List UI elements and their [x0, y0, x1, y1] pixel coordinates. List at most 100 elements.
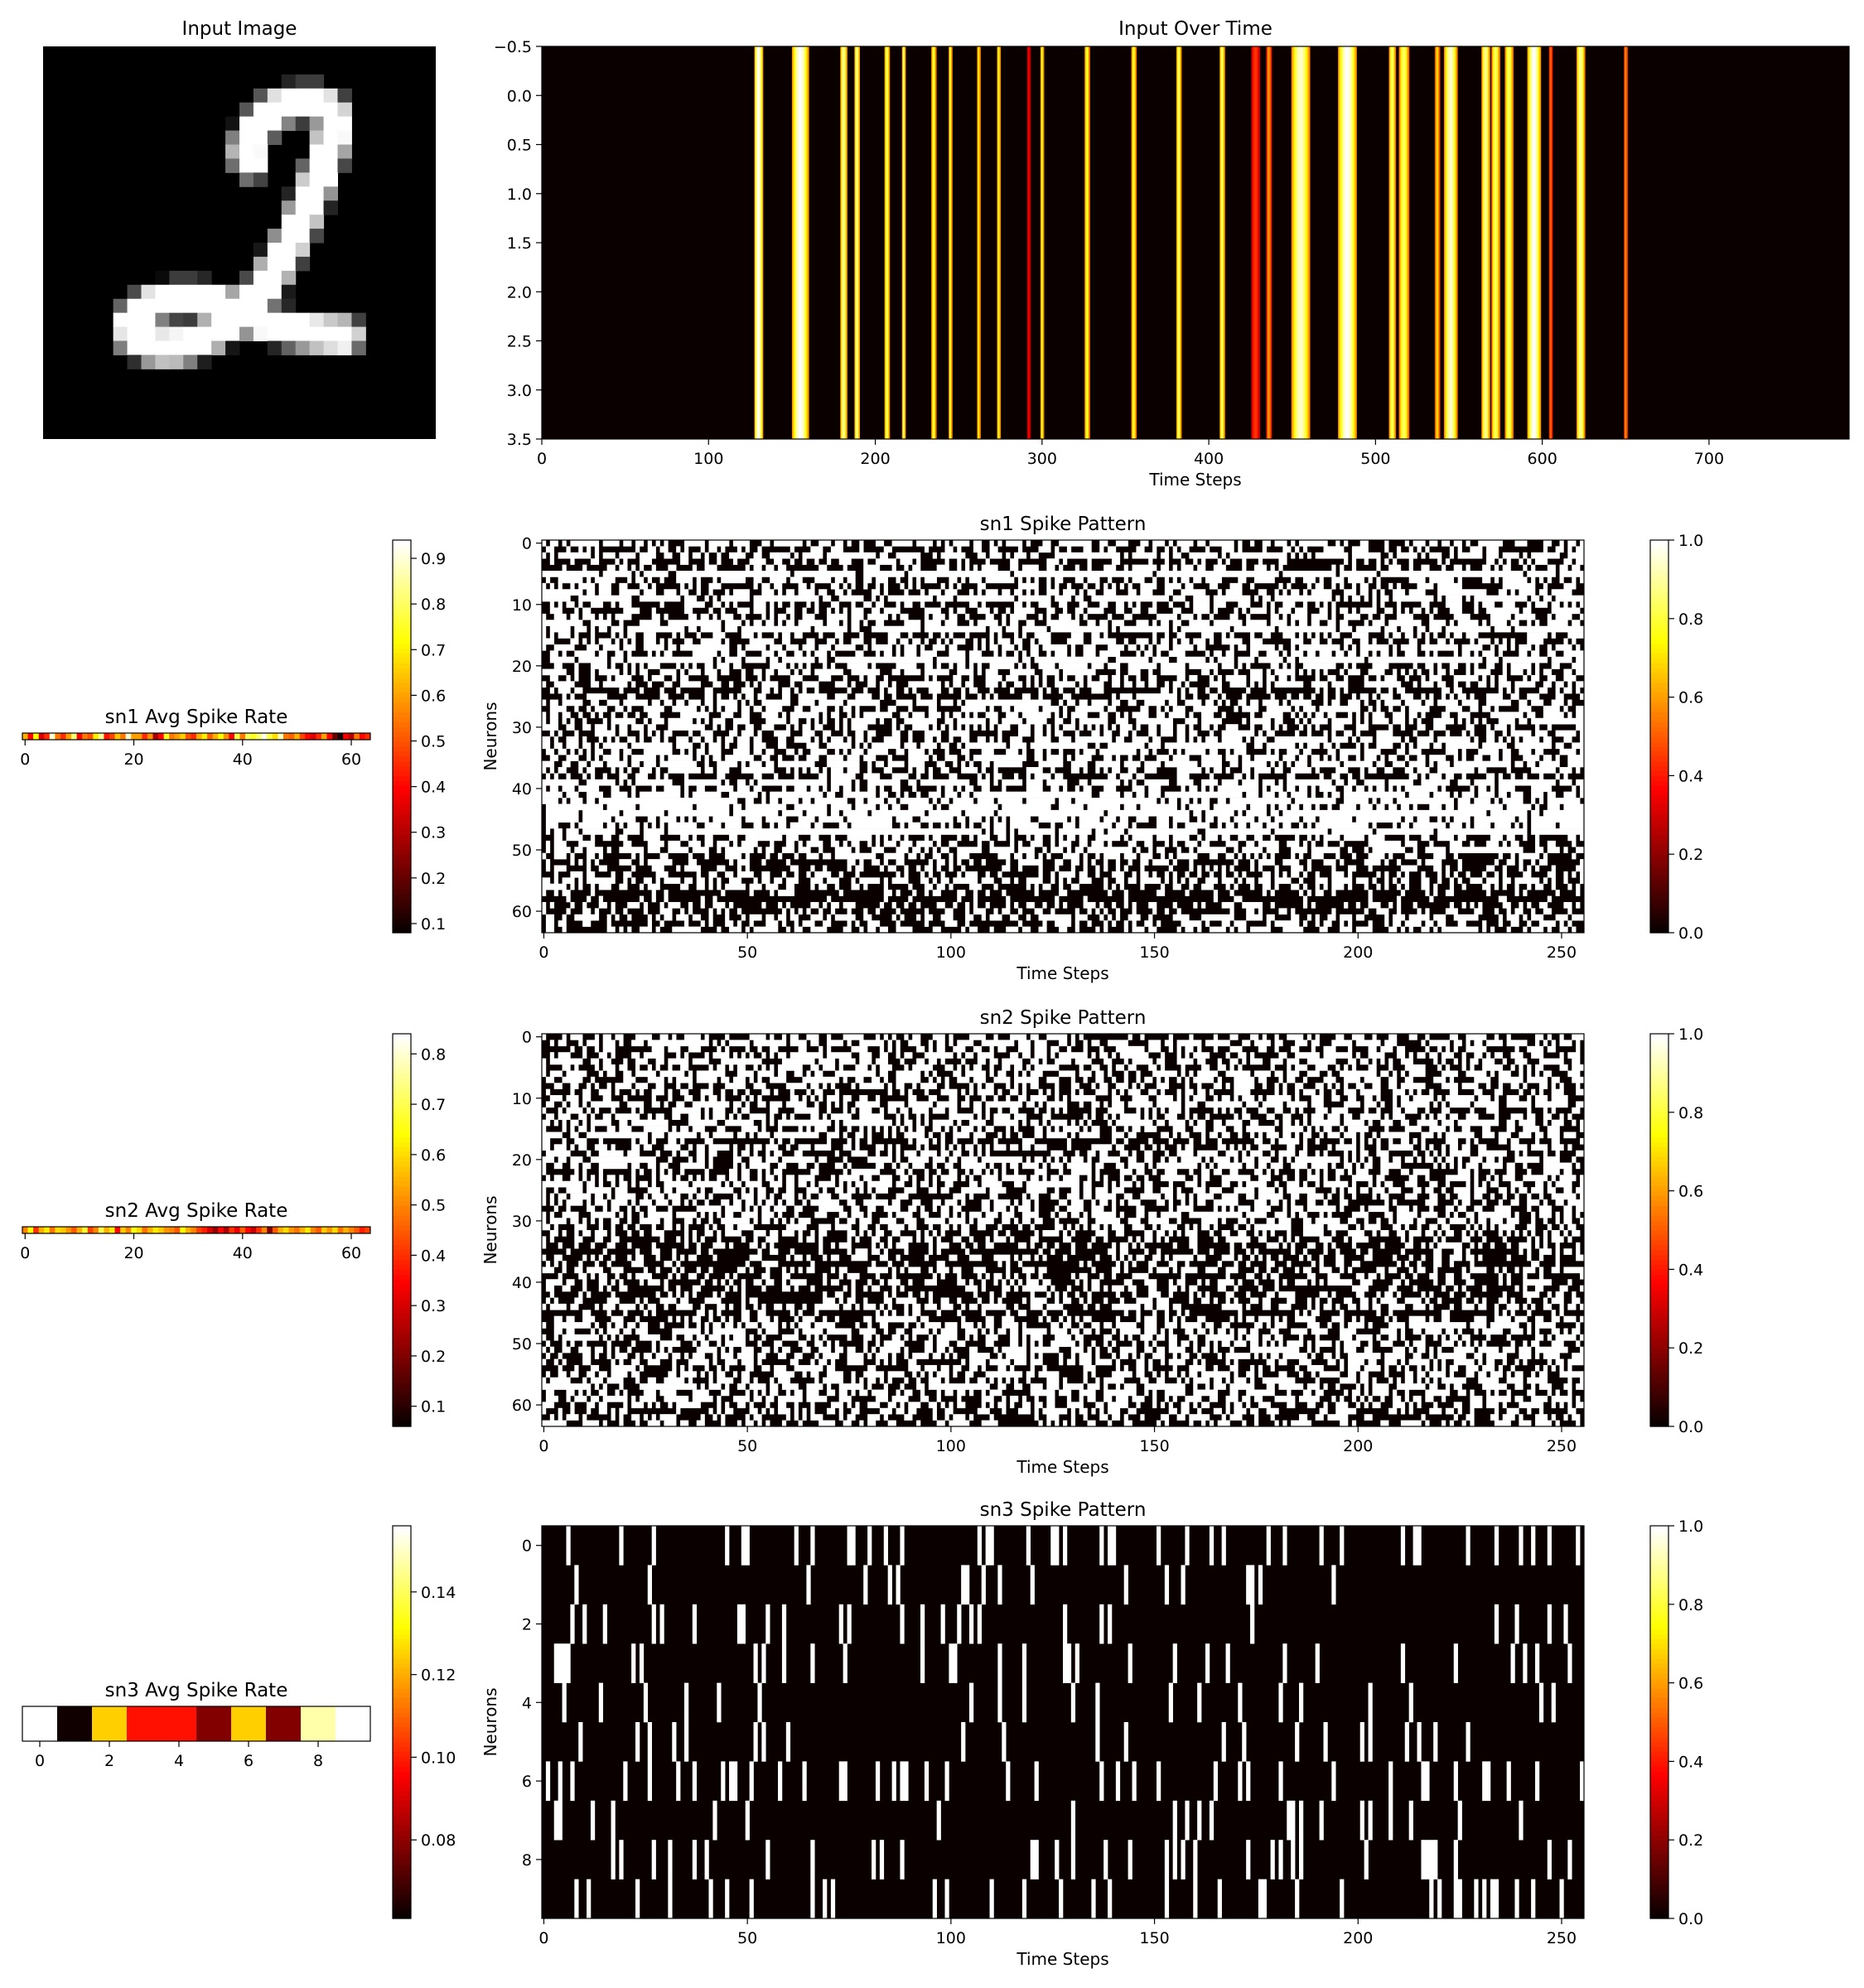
input-column-bar	[1512, 46, 1514, 439]
sn1-spikes-spike	[1152, 546, 1157, 553]
sn2-spikes-spike	[696, 1070, 726, 1078]
sn1-spikes-spike	[1543, 595, 1552, 602]
sn1-spikes-spike	[823, 712, 828, 719]
sn2-spikes-spike	[1103, 1058, 1113, 1065]
sn2-spikes-spike	[1115, 1045, 1145, 1053]
sn1-spikes-spike	[872, 663, 876, 669]
sn1-spikes-spike	[643, 877, 652, 885]
sn1-spikes-spike	[1344, 644, 1349, 651]
sn1-spikes-spike	[1291, 712, 1296, 719]
sn1-spikes-spike	[1046, 607, 1055, 615]
sn1-spikes-spike	[1152, 736, 1161, 743]
sn1-spikes-spike	[806, 840, 823, 847]
sn1-spikes-spike	[1514, 625, 1585, 633]
sn1-spikes-spike	[1234, 816, 1255, 823]
sn1-avg-cell	[239, 733, 246, 740]
sn1-spikes-spike	[1576, 724, 1585, 731]
sn1-spikes-spike	[1466, 540, 1470, 547]
sn1-spikes-spike	[1502, 638, 1507, 645]
sn1-spikes-colorbar-band	[1650, 913, 1668, 919]
sn1-spikes-spike	[1087, 558, 1092, 565]
sn1-spikes-spike	[1136, 791, 1145, 799]
sn1-spikes-spike	[1437, 760, 1451, 768]
sn1-spikes-spike	[1176, 773, 1190, 780]
sn1-spikes-spike	[1331, 883, 1345, 890]
sn1-spikes-spike	[578, 822, 604, 829]
sn1-spikes-spike	[549, 607, 563, 615]
sn1-spikes-spike	[1266, 920, 1271, 927]
sn2-spikes-spike	[717, 1064, 726, 1071]
sn1-spikes-spike	[606, 803, 636, 811]
sn1-spikes-colorbar-band	[1650, 800, 1668, 806]
sn1-spikes-spike	[1453, 687, 1462, 694]
sn1-spikes-spike	[1347, 847, 1353, 854]
sn1-spikes-colorbar-label: 0.0	[1678, 924, 1703, 943]
sn1-spikes-spike	[879, 901, 885, 909]
sn1-spikes-spike	[1160, 798, 1166, 804]
sn1-spikes-spike	[957, 847, 983, 854]
input-column-bar	[1298, 46, 1301, 439]
sn1-spikes-spike	[619, 779, 624, 786]
sn1-spikes-spike	[1567, 755, 1585, 761]
sn1-spikes-spike	[1123, 681, 1132, 688]
sn1-spikes-spike	[1063, 901, 1068, 909]
sn1-spikes-spike	[578, 767, 583, 774]
sn1-spikes-spike	[944, 546, 954, 553]
sn1-spikes-spike	[1494, 871, 1499, 878]
sn1-spikes-spike	[725, 742, 730, 750]
input-column-bar	[1176, 46, 1179, 439]
sn1-spikes-spike	[985, 816, 990, 823]
sn1-spikes-spike	[859, 540, 864, 547]
input-image-pixel	[309, 312, 325, 328]
sn1-avg-colorbar-band	[393, 623, 411, 630]
sn1-spikes-spike	[965, 920, 970, 927]
sn1-spikes-spike	[1359, 736, 1373, 743]
sn1-spikes-spike	[1087, 589, 1096, 596]
sn1-spikes-spike	[965, 908, 970, 915]
sn1-spikes-spike	[961, 736, 970, 743]
sn1-spikes-spike	[761, 859, 766, 866]
sn2-spikes-spike	[676, 1083, 681, 1089]
sn2-spikes-spike	[732, 1076, 746, 1083]
sn1-avg-colorbar-band	[393, 903, 411, 909]
sn1-spikes-spike	[778, 890, 794, 896]
sn1-spikes-spike	[615, 558, 620, 565]
sn1-spikes-spike	[574, 687, 583, 694]
sn1-avg-colorbar-band	[393, 849, 411, 855]
sn1-spikes-spike	[989, 840, 994, 847]
sn1-spikes-spike	[949, 773, 958, 780]
sn1-spikes-spike	[834, 883, 840, 890]
sn1-spikes-spike	[1201, 724, 1210, 731]
input-column-bar	[792, 46, 794, 439]
sn1-spikes-spike	[1319, 607, 1328, 615]
input-column-bar	[1135, 46, 1137, 439]
sn1-spikes-spike	[615, 816, 636, 823]
sn2-spikes-spike	[1030, 1070, 1043, 1078]
sn2-spikes-spike	[725, 1034, 730, 1040]
sn1-spikes-spike	[566, 736, 579, 743]
sn1-avg-colorbar-band	[393, 800, 411, 806]
sn1-spikes-spike	[1519, 699, 1528, 707]
sn1-spikes-spike	[761, 650, 775, 658]
sn1-spikes-spike	[1445, 890, 1455, 896]
sn1-spikes-spike	[594, 748, 604, 755]
input-column-bar	[1134, 46, 1137, 439]
sn1-spikes-spike	[1364, 674, 1369, 682]
sn1-spikes-spike	[1168, 712, 1186, 719]
sn1-spikes-spike	[1108, 546, 1117, 553]
sn1-spikes-spike	[683, 595, 698, 602]
sn1-spikes-spike	[770, 656, 779, 663]
sn2-avg-cell	[359, 1227, 365, 1233]
sn2-spikes-spike	[1551, 1040, 1556, 1047]
sn1-spikes-spike	[542, 779, 579, 786]
sn1-spikes-spike	[1026, 901, 1035, 909]
sn1-spikes-spike	[1103, 785, 1117, 792]
sn1-spikes-spike	[1514, 540, 1528, 547]
sn1-spikes-spike	[826, 877, 840, 885]
input-image-pixel	[155, 312, 170, 328]
sn1-spikes-spike	[924, 668, 949, 676]
sn1-spikes-spike	[1376, 577, 1381, 584]
input-image-pixel	[267, 229, 282, 244]
sn1-spikes-spike	[875, 908, 881, 915]
sn2-spikes-spike	[1453, 1045, 1458, 1053]
